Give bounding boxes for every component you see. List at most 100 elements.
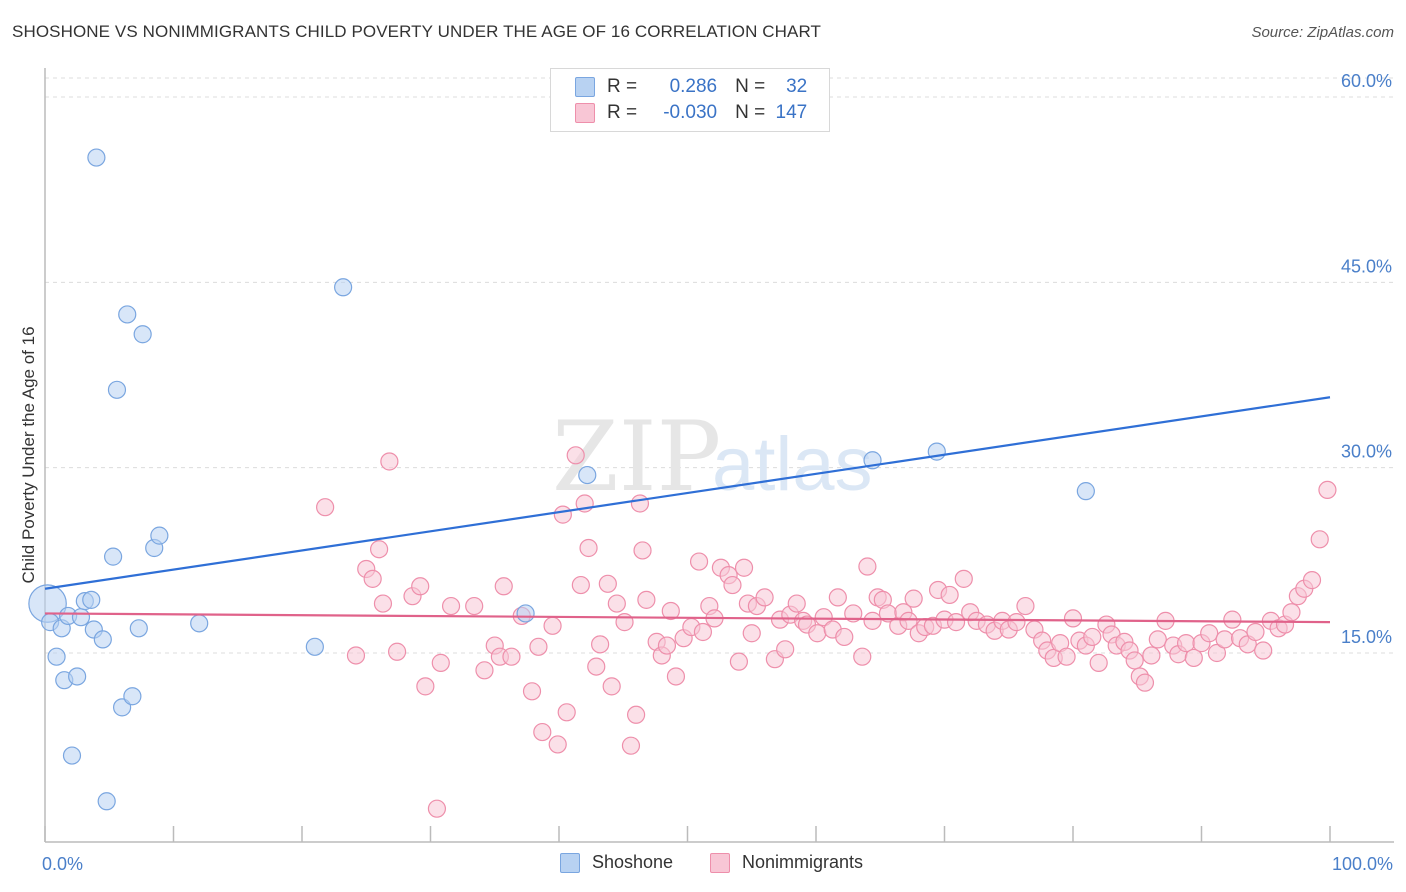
point-nonimmigrants-7 bbox=[387, 642, 407, 661]
point-shoshone-27 bbox=[516, 604, 535, 623]
point-nonimmigrants-58 bbox=[734, 558, 754, 577]
point-shoshone-6 bbox=[62, 746, 82, 765]
point-shoshone-20 bbox=[129, 619, 148, 638]
correlation-legend: R = 0.286 N = 32 R = -0.030 N = 147 bbox=[550, 68, 830, 132]
point-nonimmigrants-121 bbox=[1142, 646, 1161, 665]
series-nonimmigrants-points bbox=[316, 446, 1337, 818]
point-nonimmigrants-74 bbox=[835, 627, 854, 647]
point-shoshone-28 bbox=[578, 465, 597, 485]
point-nonimmigrants-131 bbox=[1215, 630, 1234, 649]
point-nonimmigrants-112 bbox=[1089, 653, 1108, 672]
point-nonimmigrants-50 bbox=[689, 552, 709, 571]
point-nonimmigrants-118 bbox=[1125, 651, 1144, 670]
bottom-legend-shoshone: Shoshone bbox=[560, 852, 673, 873]
point-nonimmigrants-46 bbox=[661, 601, 680, 621]
point-nonimmigrants-76 bbox=[853, 647, 872, 666]
point-nonimmigrants-15 bbox=[475, 661, 494, 680]
point-shoshone-16 bbox=[107, 380, 127, 399]
point-nonimmigrants-9 bbox=[411, 577, 430, 596]
point-nonimmigrants-127 bbox=[1184, 648, 1203, 668]
legend-n-value: 147 bbox=[775, 102, 808, 123]
point-nonimmigrants-34 bbox=[598, 574, 617, 593]
legend-swatch-nonimmigrants bbox=[575, 103, 595, 123]
point-shoshone-23 bbox=[150, 526, 169, 545]
point-nonimmigrants-4 bbox=[370, 540, 389, 559]
point-nonimmigrants-26 bbox=[553, 505, 572, 524]
point-nonimmigrants-144 bbox=[1310, 530, 1329, 549]
point-shoshone-13 bbox=[93, 630, 112, 649]
point-nonimmigrants-45 bbox=[657, 636, 677, 655]
point-nonimmigrants-19 bbox=[502, 647, 521, 666]
point-nonimmigrants-42 bbox=[637, 590, 656, 609]
point-shoshone-21 bbox=[133, 325, 152, 344]
point-nonimmigrants-28 bbox=[566, 446, 585, 465]
source-note: Source: ZipAtlas.com bbox=[1251, 24, 1394, 41]
y-tick-label-15: 15.0% bbox=[1341, 627, 1392, 647]
point-nonimmigrants-32 bbox=[587, 657, 606, 676]
watermark: ZIP atlas bbox=[552, 401, 873, 513]
point-nonimmigrants-37 bbox=[615, 613, 634, 632]
axes bbox=[44, 68, 1394, 843]
point-shoshone-18 bbox=[118, 305, 137, 324]
legend-n-label: N = bbox=[735, 76, 766, 97]
legend-n-label: N = bbox=[735, 102, 766, 123]
point-nonimmigrants-14 bbox=[465, 596, 484, 616]
point-nonimmigrants-75 bbox=[844, 604, 863, 623]
legend-r-label: R = bbox=[607, 102, 638, 123]
point-nonimmigrants-35 bbox=[602, 677, 621, 696]
point-shoshone-12 bbox=[87, 148, 106, 167]
watermark-atlas: atlas bbox=[712, 422, 873, 507]
legend-n-value: 32 bbox=[786, 76, 808, 97]
point-nonimmigrants-100 bbox=[1007, 613, 1026, 632]
point-nonimmigrants-108 bbox=[1063, 609, 1083, 628]
y-tick-label-30: 30.0% bbox=[1341, 442, 1392, 462]
point-nonimmigrants-24 bbox=[543, 616, 562, 635]
series-shoshone-points bbox=[28, 148, 1095, 811]
point-nonimmigrants-10 bbox=[416, 677, 435, 696]
point-nonimmigrants-27 bbox=[557, 703, 576, 722]
point-nonimmigrants-122 bbox=[1148, 630, 1167, 649]
y-tick-label-60: 60.0% bbox=[1341, 71, 1392, 91]
point-shoshone-15 bbox=[104, 547, 123, 566]
point-nonimmigrants-6 bbox=[380, 452, 399, 471]
bottom-legend-nonimmigrants: Nonimmigrants bbox=[710, 852, 863, 873]
point-nonimmigrants-73 bbox=[828, 588, 847, 607]
bottom-legend-label-nonimmigrants: Nonimmigrants bbox=[742, 852, 864, 872]
point-nonimmigrants-92 bbox=[946, 613, 966, 632]
point-nonimmigrants-136 bbox=[1254, 641, 1273, 660]
point-nonimmigrants-130 bbox=[1207, 643, 1227, 663]
point-nonimmigrants-18 bbox=[494, 577, 513, 596]
x-tick-label-max: 100.0% bbox=[1332, 854, 1393, 874]
point-shoshone-26 bbox=[334, 278, 353, 297]
point-shoshone-31 bbox=[1076, 482, 1095, 501]
legend-row-nonimmigrants: R = -0.030 N = 147 bbox=[575, 101, 807, 125]
point-nonimmigrants-23 bbox=[533, 722, 552, 742]
point-nonimmigrants-13 bbox=[441, 596, 461, 616]
point-nonimmigrants-41 bbox=[633, 541, 652, 560]
point-nonimmigrants-1 bbox=[346, 646, 366, 665]
point-nonimmigrants-67 bbox=[787, 594, 806, 613]
point-nonimmigrants-25 bbox=[548, 735, 567, 754]
point-nonimmigrants-129 bbox=[1200, 624, 1219, 643]
point-nonimmigrants-70 bbox=[808, 624, 827, 643]
point-nonimmigrants-85 bbox=[904, 589, 923, 608]
y-tick-label-45: 45.0% bbox=[1341, 256, 1392, 276]
point-nonimmigrants-71 bbox=[814, 608, 833, 627]
point-shoshone-17 bbox=[112, 698, 132, 717]
point-nonimmigrants-12 bbox=[431, 653, 450, 672]
point-shoshone-7 bbox=[68, 667, 87, 686]
point-nonimmigrants-40 bbox=[630, 494, 650, 513]
point-nonimmigrants-57 bbox=[729, 652, 749, 671]
point-nonimmigrants-143 bbox=[1302, 571, 1322, 590]
point-nonimmigrants-33 bbox=[591, 635, 610, 654]
legend-row-shoshone: R = 0.286 N = 32 bbox=[575, 75, 807, 99]
point-nonimmigrants-78 bbox=[863, 611, 882, 630]
point-nonimmigrants-3 bbox=[363, 569, 382, 588]
point-nonimmigrants-0 bbox=[316, 498, 335, 517]
point-nonimmigrants-31 bbox=[579, 538, 598, 558]
point-nonimmigrants-62 bbox=[755, 588, 774, 607]
point-shoshone-8 bbox=[71, 608, 91, 627]
point-nonimmigrants-39 bbox=[626, 705, 646, 724]
x-tick-label-min: 0.0% bbox=[42, 854, 83, 874]
